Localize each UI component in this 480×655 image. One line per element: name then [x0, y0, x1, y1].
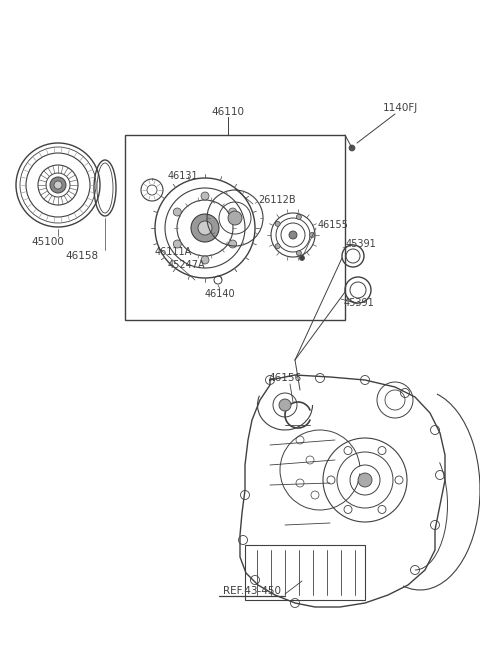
- Circle shape: [300, 255, 304, 261]
- Circle shape: [54, 181, 62, 189]
- Bar: [245, 545, 365, 600]
- Text: 45391: 45391: [346, 239, 377, 249]
- Text: 46158: 46158: [65, 251, 98, 261]
- Text: 46156: 46156: [268, 373, 301, 383]
- Text: 46131: 46131: [168, 171, 199, 181]
- Text: 46155: 46155: [318, 220, 349, 230]
- Circle shape: [201, 192, 209, 200]
- Circle shape: [349, 145, 355, 151]
- Circle shape: [275, 244, 280, 249]
- Circle shape: [289, 231, 297, 239]
- Circle shape: [173, 240, 181, 248]
- Circle shape: [296, 214, 301, 219]
- Circle shape: [191, 214, 219, 242]
- Circle shape: [228, 208, 237, 216]
- Circle shape: [275, 221, 280, 227]
- Circle shape: [173, 208, 181, 216]
- Text: 46140: 46140: [204, 289, 235, 299]
- Circle shape: [279, 399, 291, 411]
- Circle shape: [358, 473, 372, 487]
- Circle shape: [296, 251, 301, 255]
- Circle shape: [198, 221, 212, 235]
- Circle shape: [228, 240, 237, 248]
- Text: 46111A: 46111A: [155, 247, 192, 257]
- Bar: [125, 135, 345, 320]
- Text: REF.43-450: REF.43-450: [223, 586, 281, 596]
- Text: 26112B: 26112B: [258, 195, 296, 205]
- Text: 45100: 45100: [32, 237, 64, 247]
- Text: 45247A: 45247A: [168, 260, 205, 270]
- Text: 46110: 46110: [212, 107, 244, 117]
- Circle shape: [228, 211, 242, 225]
- Circle shape: [201, 256, 209, 264]
- Circle shape: [50, 177, 66, 193]
- Text: 45391: 45391: [344, 298, 375, 308]
- Text: 1140FJ: 1140FJ: [383, 103, 418, 113]
- Circle shape: [310, 233, 314, 238]
